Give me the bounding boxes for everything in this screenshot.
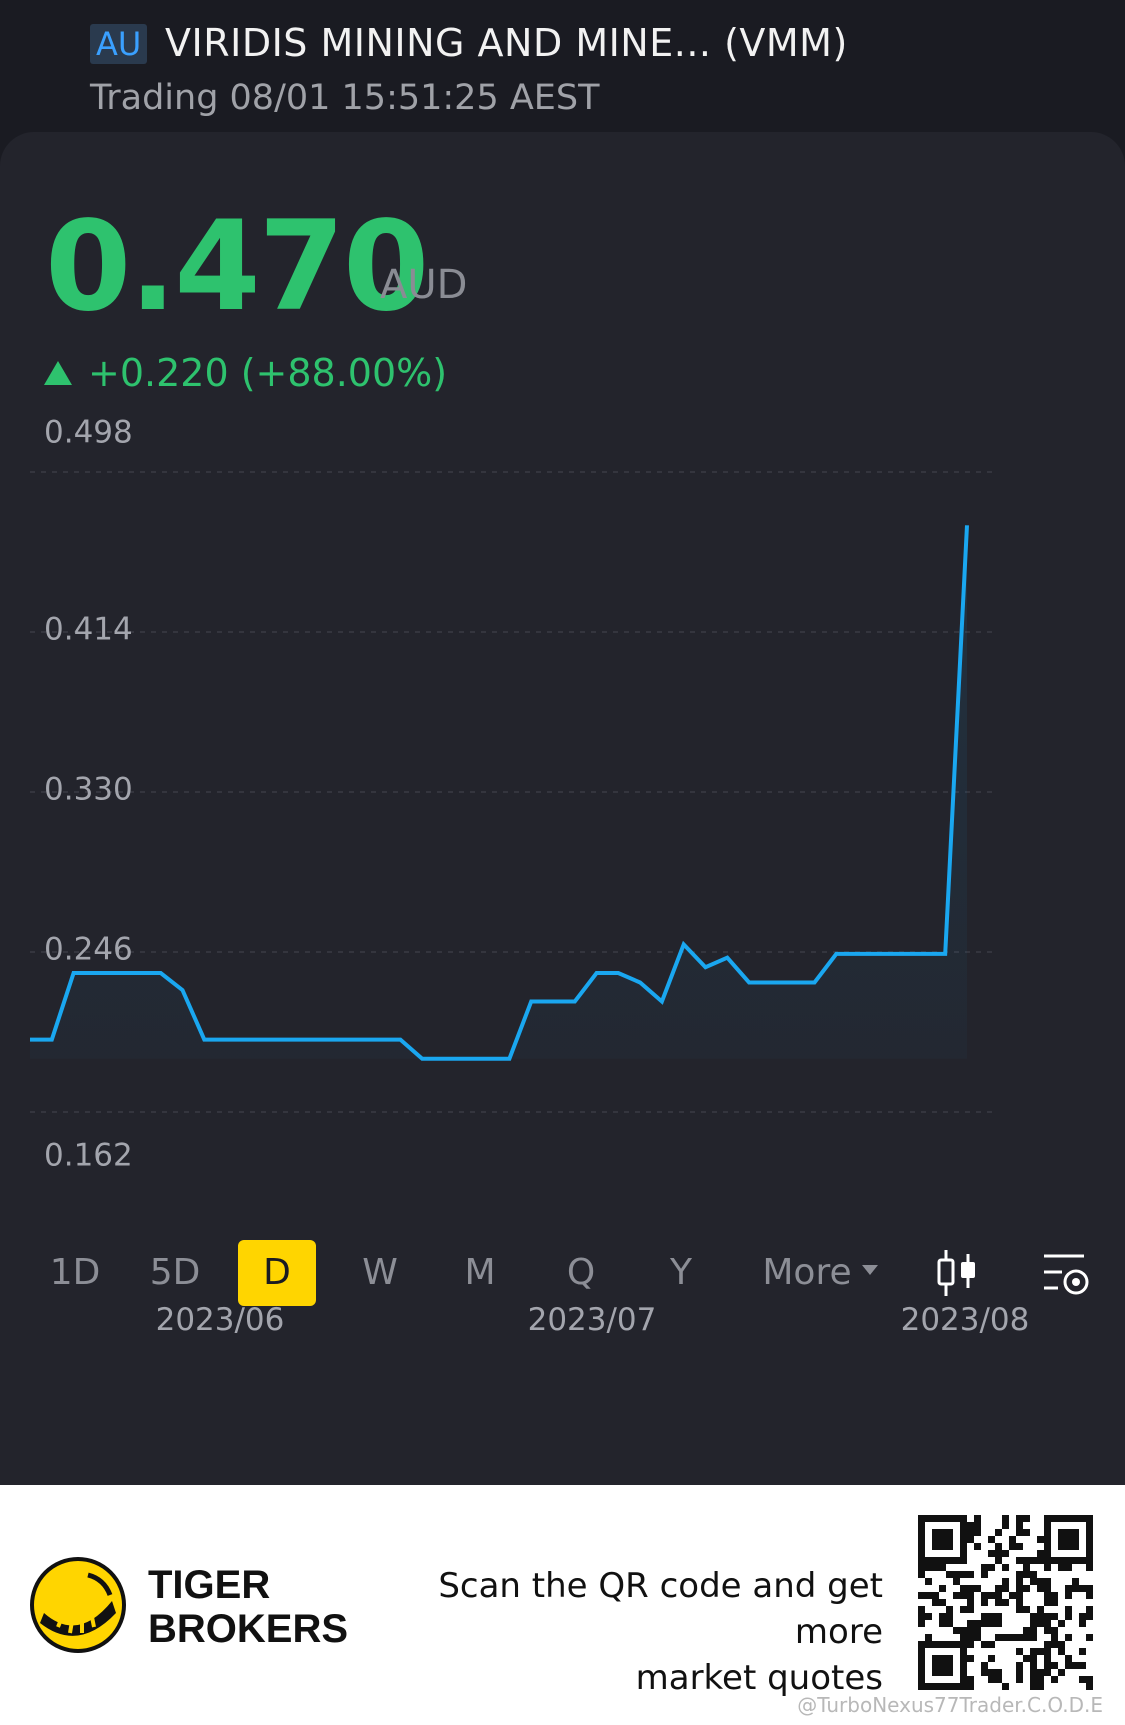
tab-d[interactable]: D (238, 1240, 316, 1306)
x-tick-label: 2023/07 (528, 1302, 657, 1338)
price-chart[interactable]: 0.498 0.414 0.330 0.246 0.162 2023/06 2023/07… (0, 0, 1125, 1485)
up-arrow-icon (44, 361, 72, 385)
watermark: @TurboNexus77Trader.C.O.D.E (797, 1693, 1103, 1717)
tab-y[interactable]: Y (670, 1252, 692, 1293)
brand-line-1: TIGER (148, 1563, 271, 1607)
chart-settings-icon[interactable] (1040, 1248, 1092, 1298)
tab-1d[interactable]: 1D (49, 1252, 101, 1293)
tab-more-label: More (762, 1252, 852, 1293)
quote-header: AU VIRIDIS MINING AND MINE... (VMM) Trad… (0, 0, 1125, 140)
tab-more[interactable]: More (750, 1240, 890, 1306)
scan-prompt: Scan the QR code and get more market quo… (363, 1563, 883, 1701)
qr-code (918, 1515, 1093, 1690)
y-tick-label: 0.246 (44, 932, 133, 968)
y-tick-label: 0.330 (44, 772, 133, 808)
brand-name: TIGER BROKERS (148, 1563, 348, 1651)
price-change: +0.220 (+88.00%) (88, 351, 448, 395)
last-price: 0.470 (45, 195, 429, 339)
y-tick-label: 0.498 (44, 415, 133, 451)
market-badge: AU (90, 24, 148, 64)
price-change-row: +0.220 (+88.00%) (44, 348, 447, 398)
y-tick-label: 0.162 (44, 1138, 133, 1174)
currency-label: AUD (380, 262, 468, 308)
tab-w[interactable]: W (362, 1252, 398, 1293)
scan-prompt-line-2: market quotes (635, 1658, 883, 1698)
share-footer: TIGER BROKERS Scan the QR code and get m… (0, 1485, 1125, 1725)
candlestick-icon[interactable] (935, 1248, 979, 1298)
caret-down-icon (861, 1265, 878, 1275)
x-tick-label: 2023/06 (156, 1302, 285, 1338)
price-line (30, 525, 969, 1061)
tab-m[interactable]: M (464, 1252, 496, 1293)
tab-5d[interactable]: 5D (149, 1252, 201, 1293)
quote-card: 0.470 AUD +0.220 (+88.00%) (0, 132, 1125, 1485)
tab-q[interactable]: Q (566, 1252, 596, 1293)
y-tick-label: 0.414 (44, 612, 133, 648)
timeframe-bar: 1D 5D D W M Q Y More (0, 1240, 1125, 1330)
tiger-brokers-logo (30, 1557, 126, 1653)
trading-status: Trading 08/01 15:51:25 AEST (90, 78, 600, 118)
x-tick-label: 2023/08 (901, 1302, 1030, 1338)
stock-title[interactable]: VIRIDIS MINING AND MINE... (VMM) (165, 21, 848, 65)
price-area (30, 525, 967, 1059)
scan-prompt-line-1: Scan the QR code and get more (438, 1566, 883, 1652)
brand-line-2: BROKERS (148, 1607, 349, 1651)
